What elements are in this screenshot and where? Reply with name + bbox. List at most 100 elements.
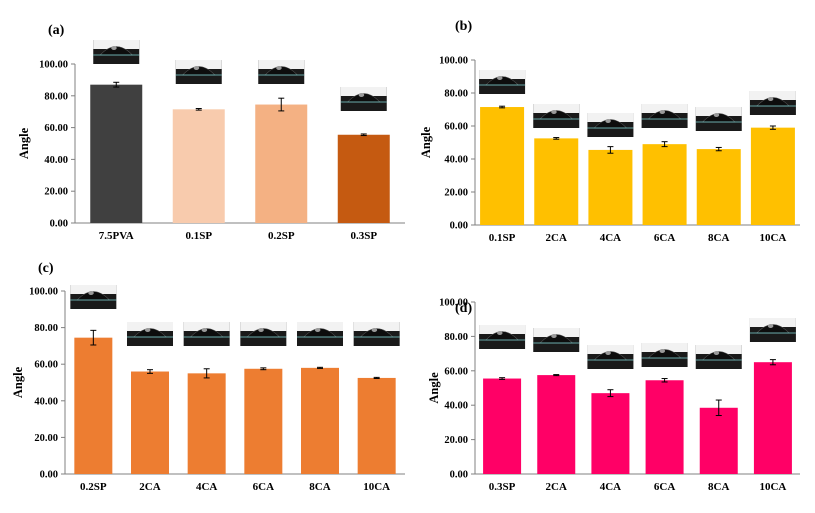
droplet-image-sky (695, 345, 742, 354)
droplet-highlight (193, 66, 200, 70)
bar-8ca (696, 149, 741, 225)
panel-label: (c) (38, 261, 54, 276)
bar-4ca (187, 373, 226, 474)
droplet-highlight (551, 334, 557, 338)
bar-7.5pva (90, 84, 143, 223)
y-tick-label: 80.00 (444, 332, 468, 343)
bar-8ca (301, 367, 339, 474)
droplet-image (641, 343, 688, 367)
droplet-image-sky (70, 285, 117, 294)
droplet-image (749, 318, 796, 342)
droplet-highlight (659, 110, 666, 114)
bar-0.3sp (483, 378, 522, 474)
droplet-image-sky (641, 343, 688, 352)
droplet-highlight (551, 110, 557, 114)
x-tick-label: 7.5PVA (99, 230, 134, 242)
bar-0.2sp (255, 104, 308, 223)
droplet-image (479, 325, 526, 349)
droplet-highlight (497, 331, 503, 335)
y-tick-label: 80.00 (34, 323, 58, 334)
droplet-image (641, 104, 688, 128)
droplet-image-sky (695, 107, 742, 116)
chart-panel-c: (c) Angle 0.00 20.00 40.00 60.00 80.00 100.00 0.… (11, 261, 405, 493)
x-tick-label: 8CA (708, 232, 729, 244)
x-tick-label: 0.2SP (268, 230, 295, 242)
y-tick-label: 20.00 (34, 433, 58, 444)
bar-10ca (750, 127, 795, 225)
droplet-image (183, 322, 230, 346)
bar-6ca (244, 368, 283, 474)
bar-2ca (131, 371, 169, 474)
y-tick-label: 40.00 (444, 401, 468, 412)
x-tick-label: 10CA (363, 481, 390, 493)
droplet-image (240, 322, 287, 346)
bar-0.1sp (172, 109, 225, 223)
droplet-highlight (201, 328, 208, 332)
droplet-image (127, 322, 173, 346)
y-tick-label: 60.00 (44, 123, 68, 134)
bar-4ca (591, 393, 630, 474)
bar-2ca (537, 375, 576, 474)
droplet-highlight (605, 351, 611, 355)
droplet-image-sky (641, 104, 688, 113)
droplet-image (749, 91, 796, 115)
x-tick-label: 10CA (759, 481, 786, 493)
droplet-highlight (258, 328, 264, 332)
droplet-image-sky (587, 113, 634, 122)
droplet-image-sky (127, 322, 173, 331)
chart-panel-d: (d) Angle 0.00 20.00 40.00 60.00 80.00 100.00 0.… (427, 298, 800, 493)
droplet-image (175, 60, 222, 84)
bar-10ca (753, 362, 792, 474)
y-axis-title: Angle (11, 366, 25, 398)
droplet-image-sky (479, 70, 526, 79)
x-tick-label: 2CA (139, 481, 160, 493)
y-tick-label: 60.00 (34, 360, 58, 371)
droplet-image (533, 328, 580, 352)
droplet-image (353, 322, 400, 346)
droplet-image (340, 87, 387, 111)
x-tick-label: 8CA (708, 481, 729, 493)
droplet-image (533, 104, 580, 128)
y-tick-label: 100.00 (439, 56, 468, 67)
y-tick-label: 0.00 (450, 470, 468, 481)
x-tick-label: 0.1SP (185, 230, 212, 242)
y-tick-label: 60.00 (444, 122, 468, 133)
droplet-image (695, 345, 742, 369)
droplet-image-sky (258, 60, 305, 69)
droplet-highlight (605, 119, 611, 123)
droplet-image-sky (353, 322, 400, 331)
bar-6ca (645, 380, 684, 474)
droplet-highlight (767, 324, 774, 328)
y-tick-label: 100.00 (439, 298, 468, 309)
y-tick-label: 20.00 (444, 188, 468, 199)
droplet-image (258, 60, 305, 84)
droplet-highlight (314, 328, 321, 332)
droplet-image (297, 322, 343, 346)
x-tick-label: 2CA (546, 232, 567, 244)
droplet-highlight (767, 97, 774, 101)
x-tick-label: 6CA (253, 481, 274, 493)
droplet-image-sky (183, 322, 230, 331)
droplet-image (587, 113, 634, 137)
bar-2ca (534, 138, 579, 225)
x-tick-label: 2CA (546, 481, 567, 493)
y-tick-label: 20.00 (444, 435, 468, 446)
x-tick-label: 4CA (600, 232, 621, 244)
droplet-highlight (358, 93, 365, 97)
x-tick-label: 0.2SP (80, 481, 107, 493)
droplet-highlight (88, 291, 94, 295)
y-tick-label: 100.00 (29, 287, 58, 298)
bar-8ca (699, 407, 738, 474)
y-tick-label: 40.00 (444, 155, 468, 166)
droplet-image-sky (93, 40, 140, 49)
droplet-highlight (276, 66, 282, 70)
bar-4ca (588, 149, 633, 225)
y-axis-title: Angle (419, 126, 433, 158)
y-tick-label: 0.00 (50, 219, 68, 230)
y-tick-label: 0.00 (40, 470, 58, 481)
y-tick-label: 80.00 (444, 89, 468, 100)
x-tick-label: 8CA (309, 481, 330, 493)
droplet-highlight (497, 76, 503, 80)
y-tick-label: 40.00 (34, 396, 58, 407)
